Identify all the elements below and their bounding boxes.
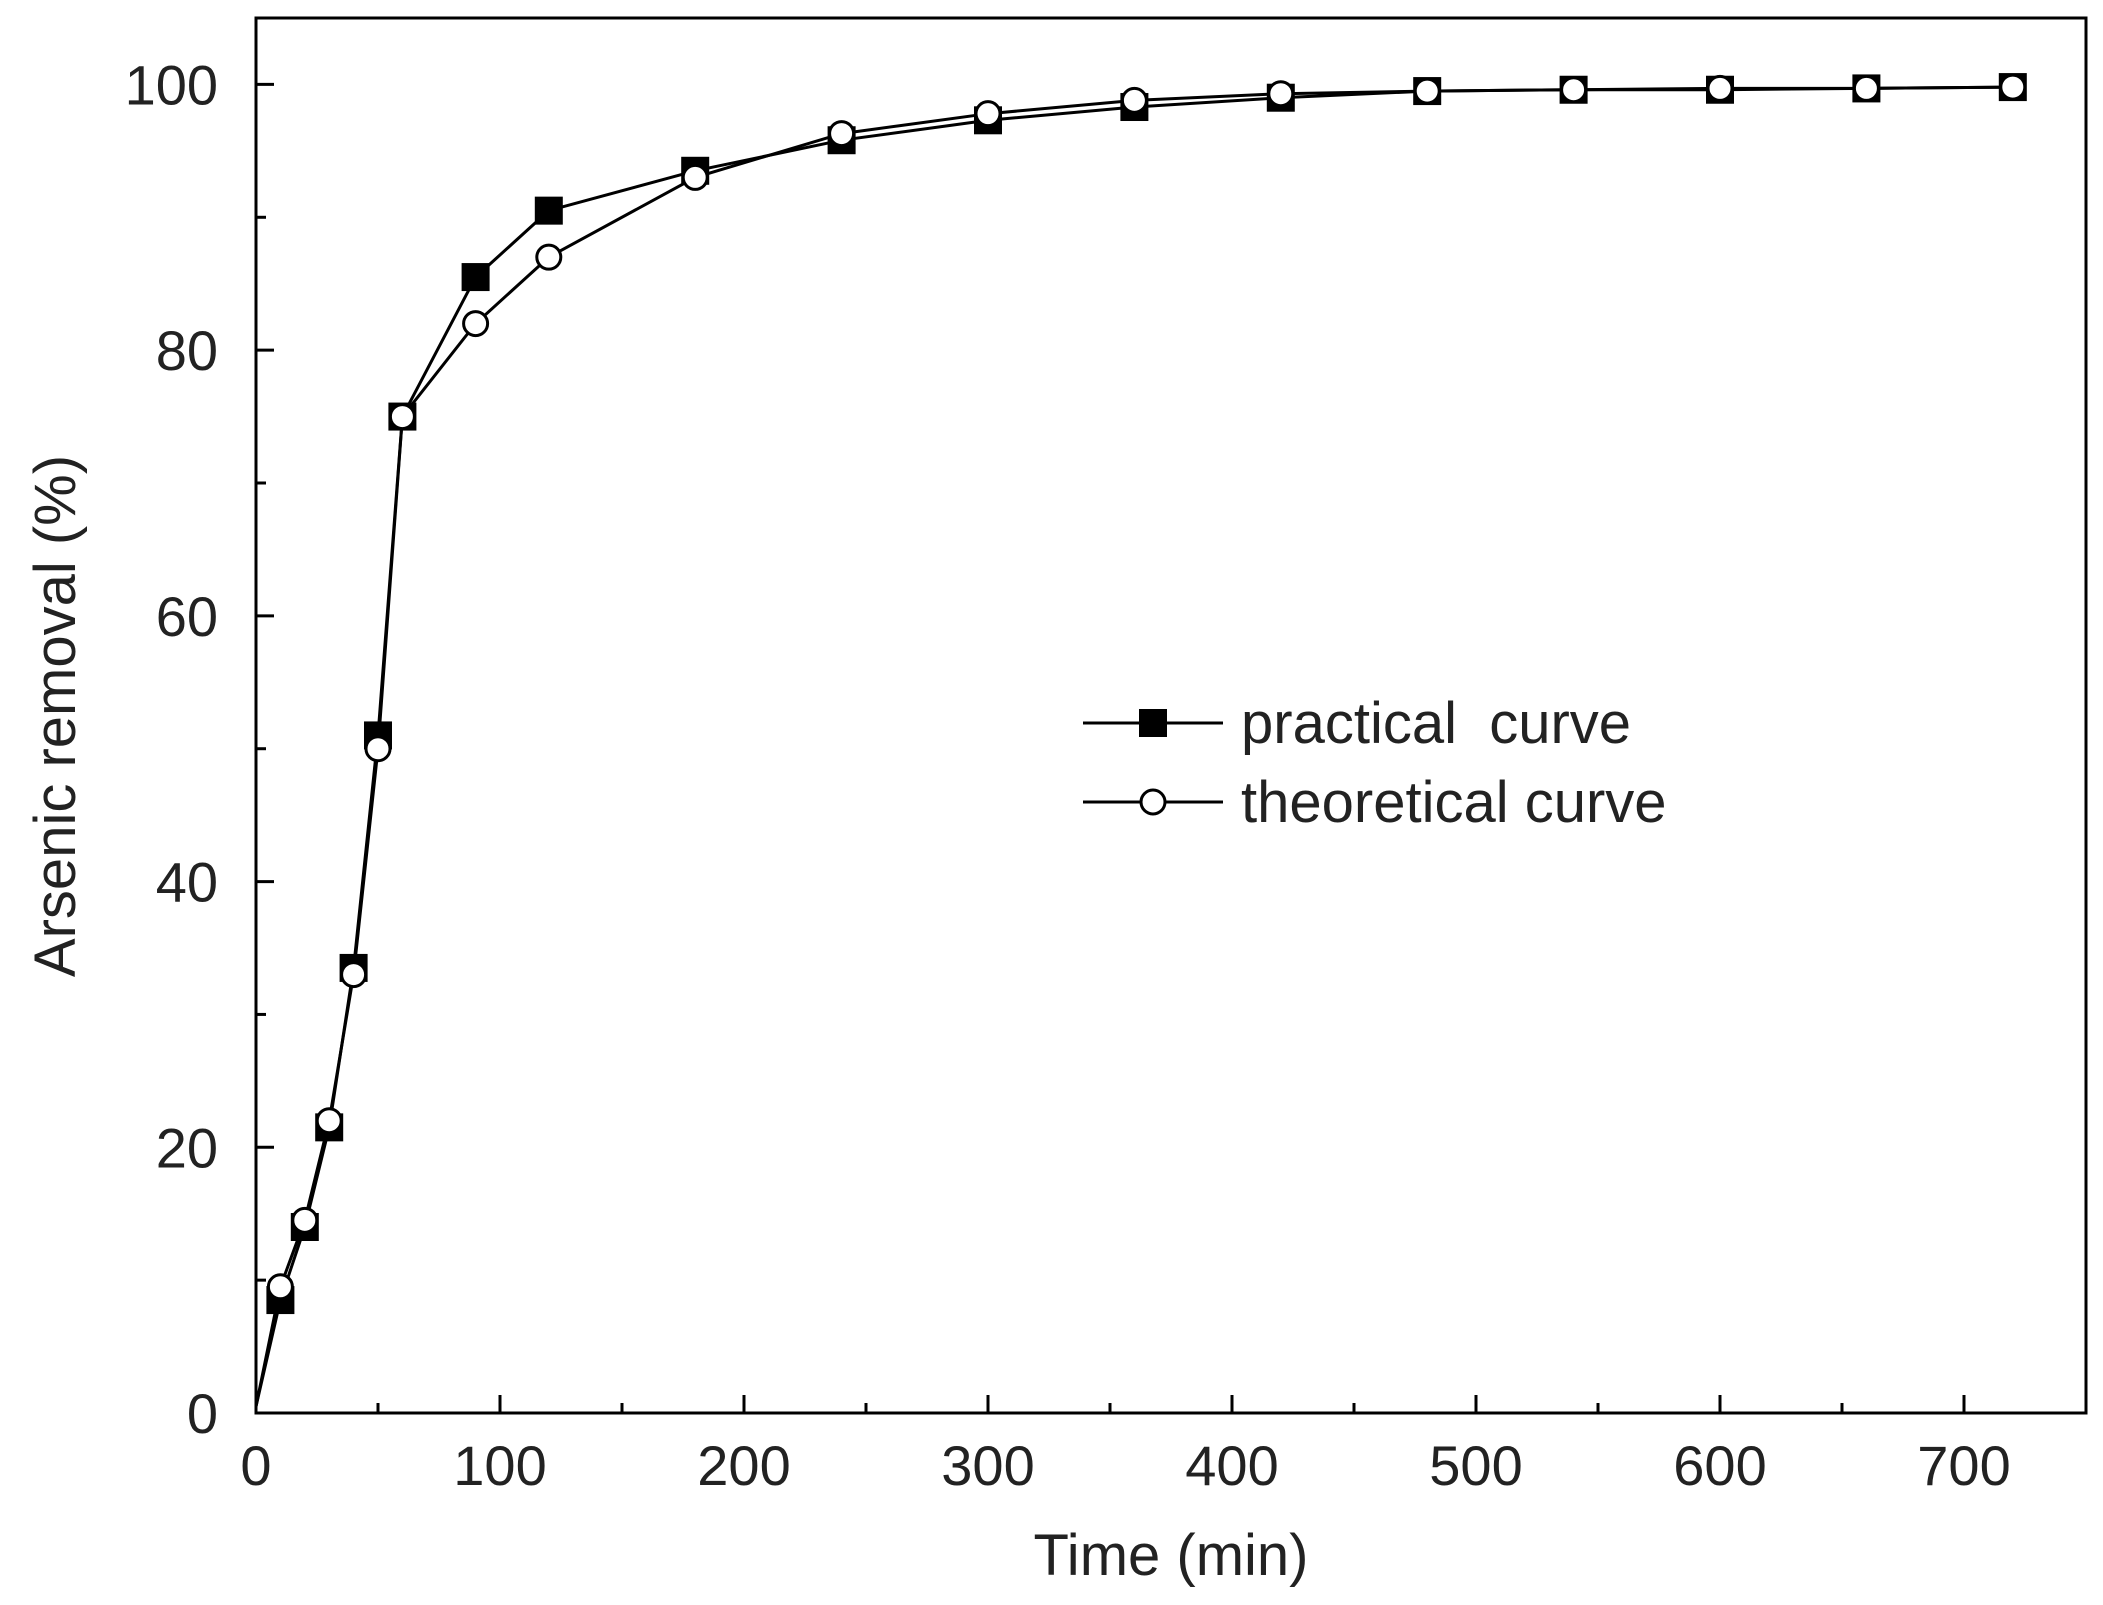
x-tick-label: 700 <box>1917 1434 2010 1497</box>
legend-sample-theoretical <box>1083 788 1223 816</box>
legend-marker <box>1139 788 1167 816</box>
y-tick-label: 100 <box>125 53 218 116</box>
theoretical-point <box>1852 74 1880 102</box>
theoretical-point <box>681 163 709 191</box>
theoretical-point <box>535 243 563 271</box>
x-tick-label: 600 <box>1673 1434 1766 1497</box>
theoretical-point <box>291 1206 319 1234</box>
y-tick-label: 40 <box>156 851 218 914</box>
practical-point <box>461 263 490 292</box>
axis-tick-labels: 0 100 200 300 400 500 600 700 0 20 40 60 80 100 <box>125 53 2011 1497</box>
theoretical-point <box>1413 77 1441 105</box>
series-practical <box>254 73 2027 1407</box>
x-tick-label: 300 <box>941 1434 1034 1497</box>
legend-label-practical: practical curve <box>1241 691 1631 756</box>
series-theoretical <box>254 73 2027 1407</box>
theoretical-point <box>1560 76 1588 104</box>
series-layer <box>254 73 2027 1407</box>
legend-sample-practical <box>1083 709 1223 737</box>
theoretical-point <box>462 310 490 338</box>
x-tick-label: 200 <box>697 1434 790 1497</box>
theoretical-point <box>974 100 1002 128</box>
theoretical-point <box>1706 74 1734 102</box>
theoretical-point <box>340 961 368 989</box>
x-tick-label: 500 <box>1429 1434 1522 1497</box>
axis-ticks <box>254 82 2088 1415</box>
y-tick-label: 0 <box>187 1382 218 1445</box>
legend-label-theoretical: theoretical curve <box>1241 770 1667 835</box>
x-tick-label: 400 <box>1185 1434 1278 1497</box>
theoretical-point <box>266 1273 294 1301</box>
plot-frame <box>254 16 2088 1415</box>
series-line <box>254 85 2013 1407</box>
theoretical-point <box>388 403 416 431</box>
x-axis-title: Time (min) <box>1034 1523 1309 1588</box>
legend-marker <box>1139 709 1167 737</box>
y-tick-label: 80 <box>156 319 218 382</box>
theoretical-point <box>1999 73 2027 101</box>
theoretical-point <box>828 120 856 148</box>
x-tick-label: 0 <box>240 1434 271 1497</box>
y-axis-title: Arsenic removal (%) <box>23 455 88 977</box>
legend: practical curve theoretical curve <box>1083 691 1667 835</box>
theoretical-point <box>1120 86 1148 114</box>
x-tick-label: 100 <box>453 1434 546 1497</box>
practical-point <box>534 196 563 225</box>
theoretical-point <box>1267 80 1295 108</box>
theoretical-point <box>364 735 392 763</box>
y-tick-label: 60 <box>156 585 218 648</box>
theoretical-point <box>315 1107 343 1135</box>
y-tick-label: 20 <box>156 1116 218 1179</box>
